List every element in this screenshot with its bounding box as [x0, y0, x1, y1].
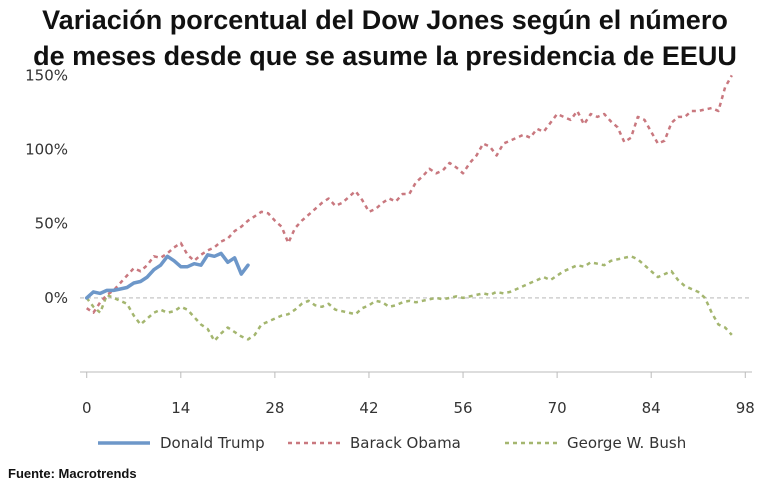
legend-label-donald-trump: Donald Trump [160, 434, 265, 452]
legend-label-george-w-bush: George W. Bush [567, 434, 686, 452]
x-tick-label: 84 [642, 399, 661, 417]
x-tick-label: 14 [171, 399, 190, 417]
x-tick-label: 70 [548, 399, 567, 417]
y-tick-label: 0% [44, 289, 68, 307]
x-tick-label: 0 [82, 399, 92, 417]
chart-title-line-1: Variación porcentual del Dow Jones según… [42, 5, 728, 35]
series-line-donald-trump [84, 251, 250, 300]
series-layer [84, 74, 733, 343]
legend-label-barack-obama: Barack Obama [350, 434, 461, 452]
legend: Donald Trump Barack Obama George W. Bush [98, 434, 686, 452]
y-tick-label: 50% [35, 215, 68, 233]
x-tick-label: 42 [359, 399, 378, 417]
chart-title-line-2: de meses desde que se asume la presidenc… [33, 41, 737, 71]
x-tick-label: 28 [265, 399, 284, 417]
series-line-george-w-bush [85, 255, 733, 343]
x-tick-label: 56 [453, 399, 472, 417]
y-tick-label: 100% [25, 141, 68, 159]
source-note: Fuente: Macrotrends [8, 466, 137, 481]
axis-layer: 0% 50% 100% 150% 0 14 28 42 56 70 84 98 [25, 66, 755, 417]
series-line-barack-obama [86, 74, 733, 314]
x-tick-label: 98 [736, 399, 755, 417]
y-tick-label: 150% [25, 66, 68, 84]
line-chart: 0% 50% 100% 150% 0 14 28 42 56 70 84 98 Donald Trum… [25, 66, 755, 452]
chart-title: Variación porcentual del Dow Jones según… [0, 2, 770, 74]
